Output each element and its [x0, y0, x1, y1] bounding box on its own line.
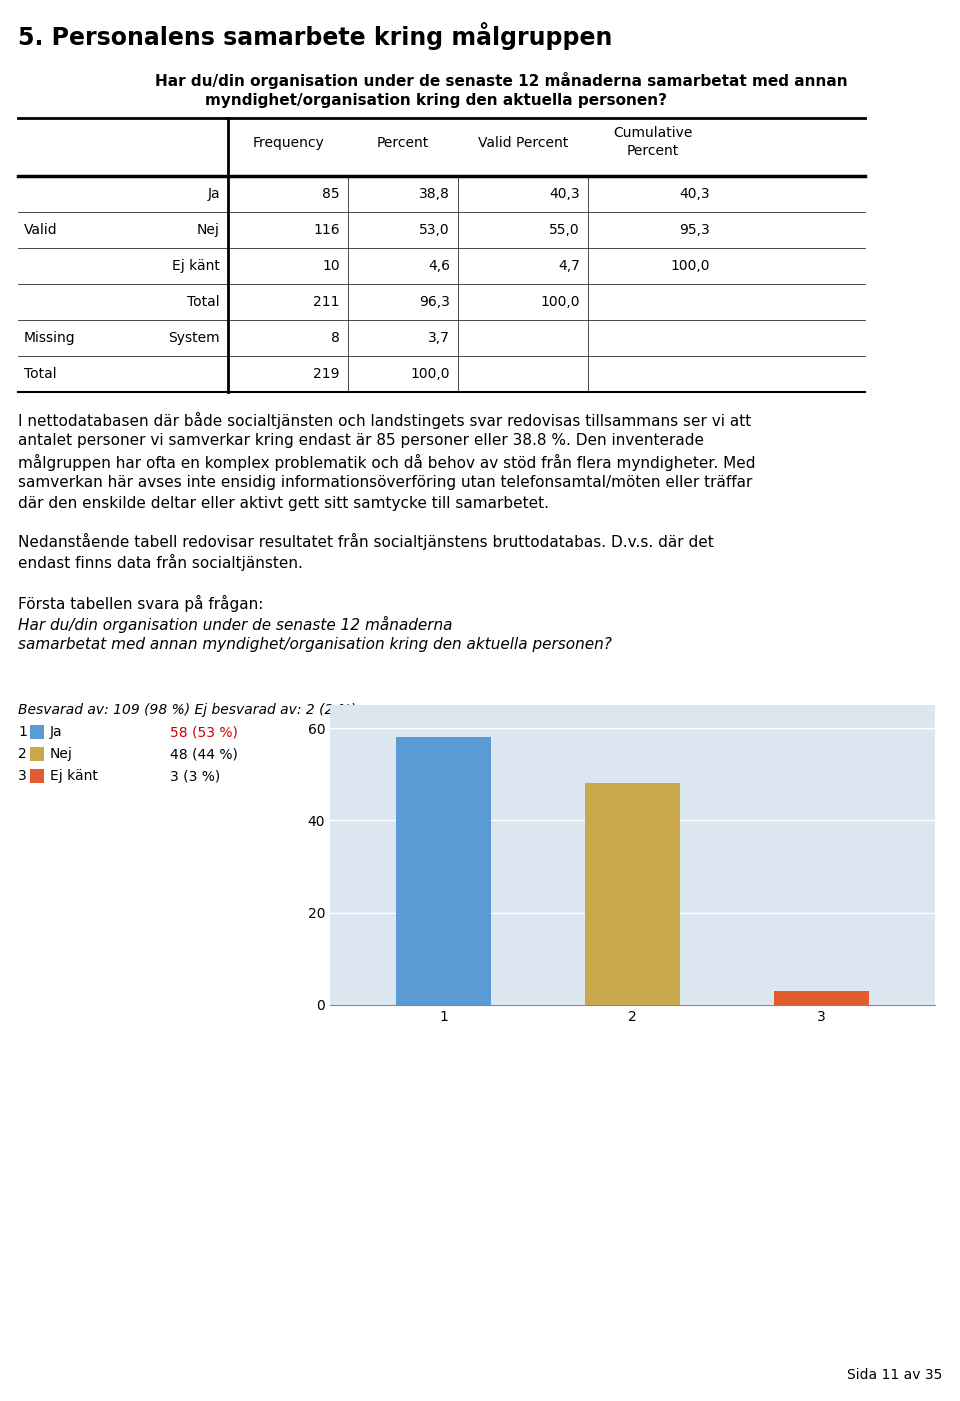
Text: Percent: Percent — [627, 144, 679, 158]
Text: 100,0: 100,0 — [411, 367, 450, 381]
Text: 8: 8 — [331, 331, 340, 345]
Text: Nedanstående tabell redovisar resultatet från socialtjänstens bruttodatabas. D.v: Nedanstående tabell redovisar resultatet… — [18, 532, 713, 551]
Text: 211: 211 — [314, 296, 340, 310]
Text: Ja: Ja — [50, 724, 62, 738]
Text: endast finns data från socialtjänsten.: endast finns data från socialtjänsten. — [18, 553, 302, 572]
Text: 5. Personalens samarbete kring målgruppen: 5. Personalens samarbete kring målgruppe… — [18, 22, 612, 50]
Text: 58 (53 %): 58 (53 %) — [170, 724, 238, 738]
Text: Ja: Ja — [207, 186, 220, 200]
Text: samverkan här avses inte ensidig informationsöverföring utan telefonsamtal/möten: samverkan här avses inte ensidig informa… — [18, 475, 753, 490]
Text: Valid Percent: Valid Percent — [478, 136, 568, 150]
Text: 4,6: 4,6 — [428, 259, 450, 273]
Text: Har du/din organisation under de senaste 12 månaderna: Har du/din organisation under de senaste… — [18, 616, 452, 633]
Text: I nettodatabasen där både socialtjänsten och landstingets svar redovisas tillsam: I nettodatabasen där både socialtjänsten… — [18, 412, 752, 429]
Text: System: System — [168, 331, 220, 345]
Text: Har du/din organisation under de senaste 12 månaderna samarbetat med annan: Har du/din organisation under de senaste… — [155, 71, 848, 90]
Text: 100,0: 100,0 — [670, 259, 710, 273]
Bar — [30, 769, 44, 783]
Text: Total: Total — [187, 296, 220, 310]
Text: antalet personer vi samverkar kring endast är 85 personer eller 38.8 %. Den inve: antalet personer vi samverkar kring enda… — [18, 433, 704, 448]
Text: Ej känt: Ej känt — [172, 259, 220, 273]
Text: Frequency: Frequency — [252, 136, 324, 150]
Text: 1: 1 — [18, 724, 27, 738]
Text: 116: 116 — [313, 223, 340, 237]
Bar — [30, 724, 44, 738]
Text: 55,0: 55,0 — [549, 223, 580, 237]
Text: där den enskilde deltar eller aktivt gett sitt samtycke till samarbetet.: där den enskilde deltar eller aktivt get… — [18, 496, 549, 511]
Text: Percent: Percent — [377, 136, 429, 150]
Text: 95,3: 95,3 — [680, 223, 710, 237]
Text: Nej: Nej — [50, 747, 73, 761]
Text: 4,7: 4,7 — [558, 259, 580, 273]
Text: 100,0: 100,0 — [540, 296, 580, 310]
Text: Total: Total — [24, 367, 57, 381]
Text: Besvarad av: 109 (98 %) Ej besvarad av: 2 (2 %): Besvarad av: 109 (98 %) Ej besvarad av: … — [18, 703, 356, 717]
Text: målgruppen har ofta en komplex problematik och då behov av stöd från flera myndi: målgruppen har ofta en komplex problemat… — [18, 454, 756, 471]
Text: 10: 10 — [323, 259, 340, 273]
Bar — [586, 783, 680, 1005]
Text: 48 (44 %): 48 (44 %) — [170, 747, 238, 761]
Text: 40,3: 40,3 — [549, 186, 580, 200]
Text: Sida 11 av 35: Sida 11 av 35 — [847, 1367, 942, 1381]
Text: 40,3: 40,3 — [680, 186, 710, 200]
Text: 3: 3 — [18, 769, 27, 783]
Text: 38,8: 38,8 — [420, 186, 450, 200]
Text: Nej: Nej — [197, 223, 220, 237]
Text: 219: 219 — [314, 367, 340, 381]
Text: samarbetat med annan myndighet/organisation kring den aktuella personen?: samarbetat med annan myndighet/organisat… — [18, 637, 612, 651]
Text: 96,3: 96,3 — [420, 296, 450, 310]
Text: Första tabellen svara på frågan:: Första tabellen svara på frågan: — [18, 595, 268, 612]
Bar — [30, 747, 44, 761]
Bar — [396, 737, 491, 1005]
Text: Missing: Missing — [24, 331, 76, 345]
Text: 53,0: 53,0 — [420, 223, 450, 237]
Text: myndighet/organisation kring den aktuella personen?: myndighet/organisation kring den aktuell… — [205, 92, 667, 108]
Text: Valid: Valid — [24, 223, 58, 237]
Text: 2: 2 — [18, 747, 27, 761]
Text: Cumulative: Cumulative — [613, 126, 693, 140]
Text: 3 (3 %): 3 (3 %) — [170, 769, 220, 783]
Text: 3,7: 3,7 — [428, 331, 450, 345]
Bar — [775, 991, 869, 1005]
Text: Ej känt: Ej känt — [50, 769, 98, 783]
Text: 85: 85 — [323, 186, 340, 200]
